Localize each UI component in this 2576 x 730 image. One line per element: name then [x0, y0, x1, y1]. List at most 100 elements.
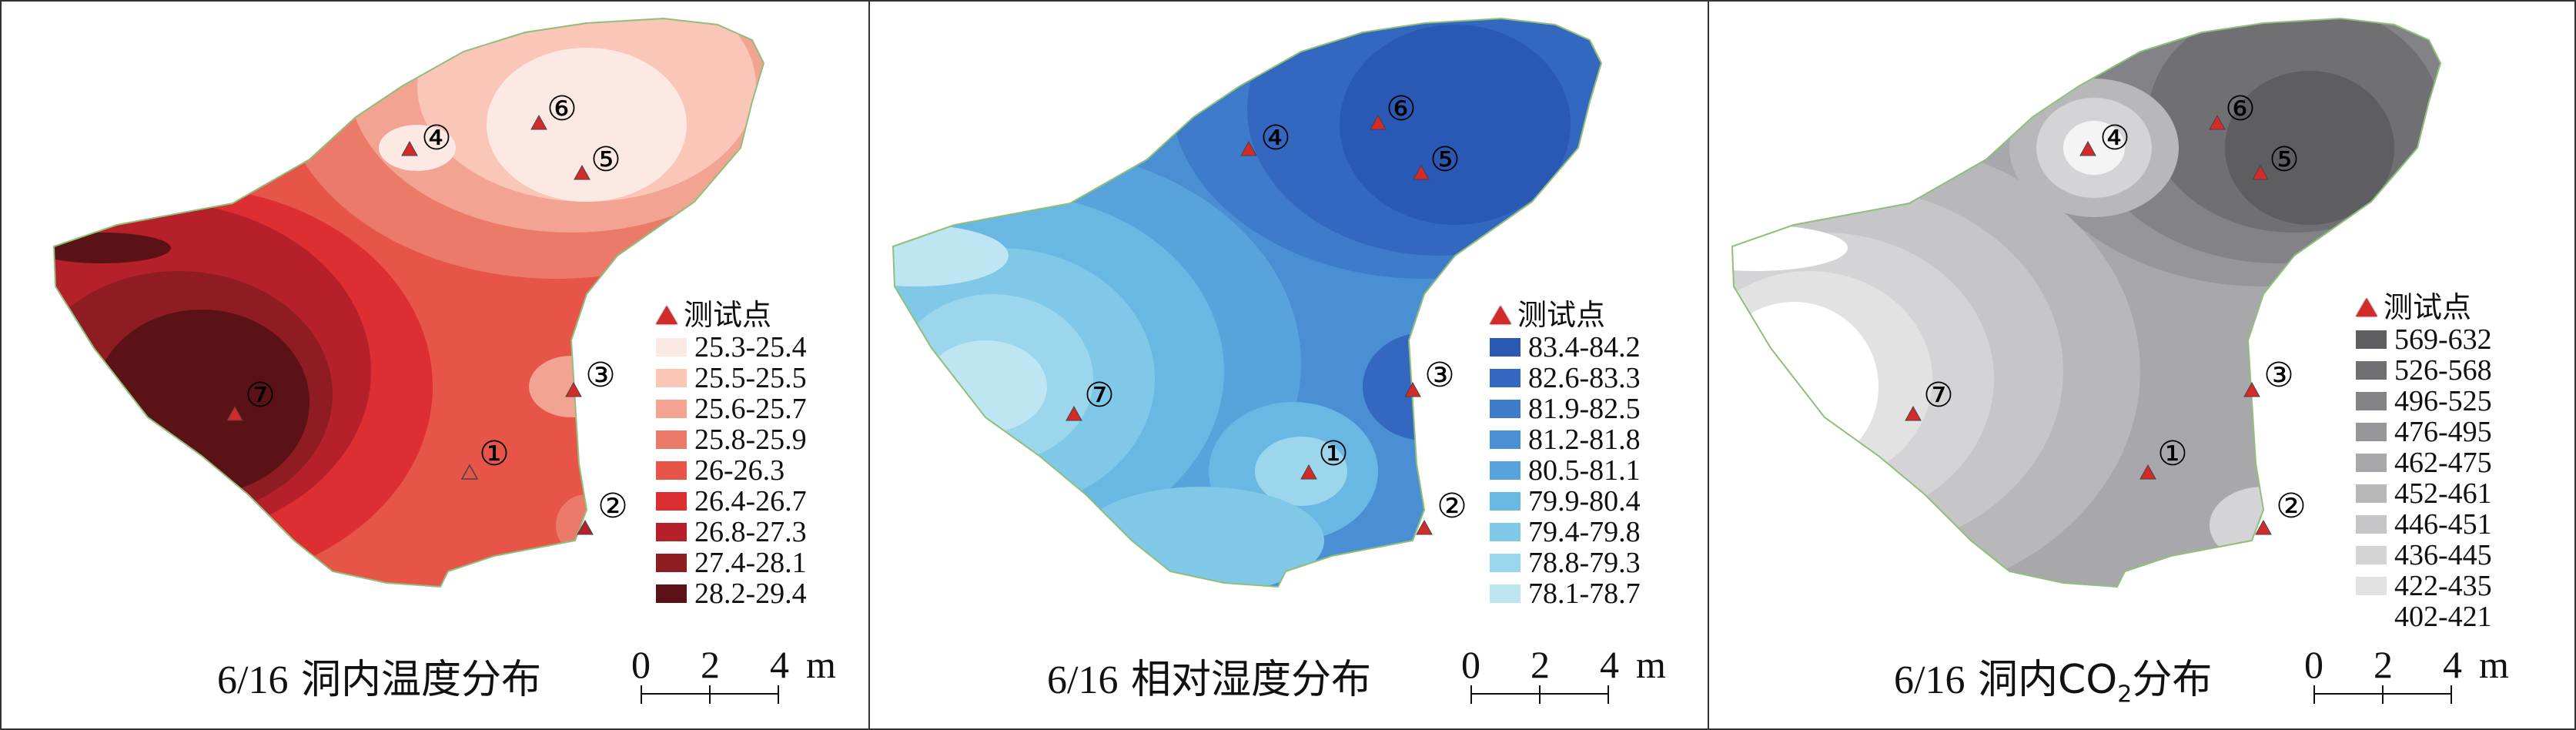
legend-label: 452-461	[2394, 477, 2492, 510]
svg-text:④: ④	[2099, 119, 2129, 158]
legend-swatch	[1490, 461, 1521, 480]
legend-item: 476-495	[2356, 417, 2492, 447]
legend-swatch	[1490, 430, 1521, 449]
test-point-3: ③	[565, 356, 616, 397]
test-point-5: ⑤	[574, 140, 621, 180]
legend-item: 526-568	[2356, 355, 2492, 386]
legend-swatch	[1490, 492, 1521, 511]
legend-swatch	[2356, 608, 2387, 626]
svg-text:①: ①	[2157, 434, 2187, 474]
legend-item: 402-421	[2356, 601, 2492, 632]
legend-swatch	[2356, 392, 2387, 410]
legend-item: 452-461	[2356, 478, 2492, 509]
legend-item: 80.5-81.1	[1490, 455, 1641, 486]
test-point-6: ⑥	[2209, 89, 2256, 130]
legend-label: 81.9-82.5	[1528, 393, 1641, 425]
legend-swatch	[1490, 554, 1521, 572]
svg-text:①: ①	[479, 434, 509, 474]
legend-label: 78.1-78.7	[1528, 578, 1641, 610]
legend-label: 402-421	[2394, 601, 2492, 633]
legend-item: 569-632	[2356, 324, 2492, 355]
legend-swatch	[2356, 577, 2387, 595]
legend-label: 26.4-26.7	[694, 485, 807, 517]
panel-caption: 6/16 洞内CO2分布	[1894, 657, 2213, 708]
test-point-4: ④	[401, 119, 452, 158]
test-point-2: ②	[2255, 487, 2307, 535]
legend-item: 26.8-27.3	[656, 517, 807, 548]
legend-swatch	[1490, 584, 1521, 603]
svg-text:⑤: ⑤	[2269, 140, 2299, 179]
legend-swatch	[2356, 330, 2387, 349]
legend-swatch	[656, 461, 687, 480]
test-point-7: ⑦	[226, 376, 276, 421]
legend-item: 26-26.3	[656, 455, 807, 486]
legend-item: 26.4-26.7	[656, 486, 807, 517]
legend-rows: 83.4-84.2 82.6-83.3 81.9-82.5 81.2-81.8 80.5…	[1490, 332, 1641, 609]
test-point-4: ④	[1240, 119, 1291, 158]
legend-label: 496-525	[2394, 385, 2492, 417]
legend-item: 496-525	[2356, 386, 2492, 417]
legend-label: 25.5-25.5	[694, 362, 807, 394]
svg-text:⑤: ⑤	[1430, 140, 1460, 179]
svg-text:⑥: ⑥	[547, 89, 577, 129]
svg-text:③: ③	[1424, 356, 1454, 395]
test-point-6: ⑥	[530, 89, 577, 130]
svg-text:⑦: ⑦	[1084, 376, 1114, 415]
legend-swatch	[1490, 523, 1521, 541]
legend-label: 476-495	[2394, 416, 2492, 448]
legend-swatch	[2356, 515, 2387, 534]
legend-label: 79.4-79.8	[1528, 516, 1641, 548]
legend-swatch	[2356, 361, 2387, 380]
humidity-map: ④ ⑥ ⑤ ③ ⑦ ① ②	[892, 17, 1603, 588]
test-point-6: ⑥	[1370, 89, 1417, 130]
legend-title: 测试点	[656, 298, 807, 332]
legend-swatch	[1490, 338, 1521, 357]
legend-rows: 25.3-25.4 25.5-25.5 25.6-25.7 25.8-25.9 26-2…	[656, 332, 807, 609]
test-point-1: ①	[1300, 434, 1349, 480]
svg-text:②: ②	[2276, 487, 2306, 526]
legend-label: 26-26.3	[694, 454, 785, 487]
legend-swatch	[656, 369, 687, 387]
legend-item: 446-451	[2356, 509, 2492, 540]
svg-text:③: ③	[585, 356, 615, 395]
test-point-4: ④	[2079, 119, 2130, 158]
legend-item: 79.9-80.4	[1490, 486, 1641, 517]
panel-temperature: ④ ⑥ ⑤ ③ ⑦ ① ②	[0, 0, 870, 730]
legend-rows: 569-632 526-568 496-525 476-495 462-475 452-4…	[2356, 324, 2492, 632]
legend-item: 79.4-79.8	[1490, 517, 1641, 548]
legend-label: 25.8-25.9	[694, 424, 807, 456]
legend-item: 27.4-28.1	[656, 548, 807, 578]
cave-outline	[52, 17, 765, 588]
legend-swatch	[656, 554, 687, 572]
test-point-1: ①	[460, 434, 510, 480]
svg-text:②: ②	[1437, 487, 1467, 526]
legend-item: 25.8-25.9	[656, 424, 807, 455]
legend-label: 83.4-84.2	[1528, 331, 1641, 363]
svg-text:④: ④	[1260, 119, 1290, 158]
panel-caption: 6/16 相对湿度分布	[1047, 657, 1371, 703]
legend-swatch	[2356, 454, 2387, 472]
legend-swatch	[1490, 369, 1521, 387]
test-point-3: ③	[1404, 356, 1455, 397]
legend-item: 83.4-84.2	[1490, 332, 1641, 363]
temperature-legend: 测试点 25.3-25.4 25.5-25.5 25.6-25.7 25.8-25.9…	[656, 298, 807, 609]
scale-bar: 0 2 4 m	[1461, 642, 1671, 712]
co2-map: ④ ⑥ ⑤ ③ ⑦ ① ②	[1731, 17, 2442, 588]
svg-text:⑥: ⑥	[2225, 89, 2255, 129]
scale-bar: 0 2 4 m	[631, 642, 841, 712]
legend-item: 25.5-25.5	[656, 363, 807, 393]
test-point-3: ③	[2243, 356, 2294, 397]
svg-text:⑤: ⑤	[590, 140, 621, 179]
co2-legend: 测试点 569-632 526-568 496-525 476-495 462-475 4…	[2356, 290, 2492, 632]
svg-text:②: ②	[597, 487, 627, 526]
legend-label: 436-445	[2394, 539, 2492, 571]
legend-title: 测试点	[1490, 298, 1641, 332]
legend-label: 422-435	[2394, 570, 2492, 602]
panel-co2: ④ ⑥ ⑤ ③ ⑦ ① ②	[1708, 0, 2576, 730]
test-point-marker-icon	[656, 306, 677, 324]
legend-swatch	[656, 584, 687, 603]
legend-item: 422-435	[2356, 571, 2492, 601]
legend-swatch	[656, 400, 687, 418]
legend-label: 25.6-25.7	[694, 393, 807, 425]
